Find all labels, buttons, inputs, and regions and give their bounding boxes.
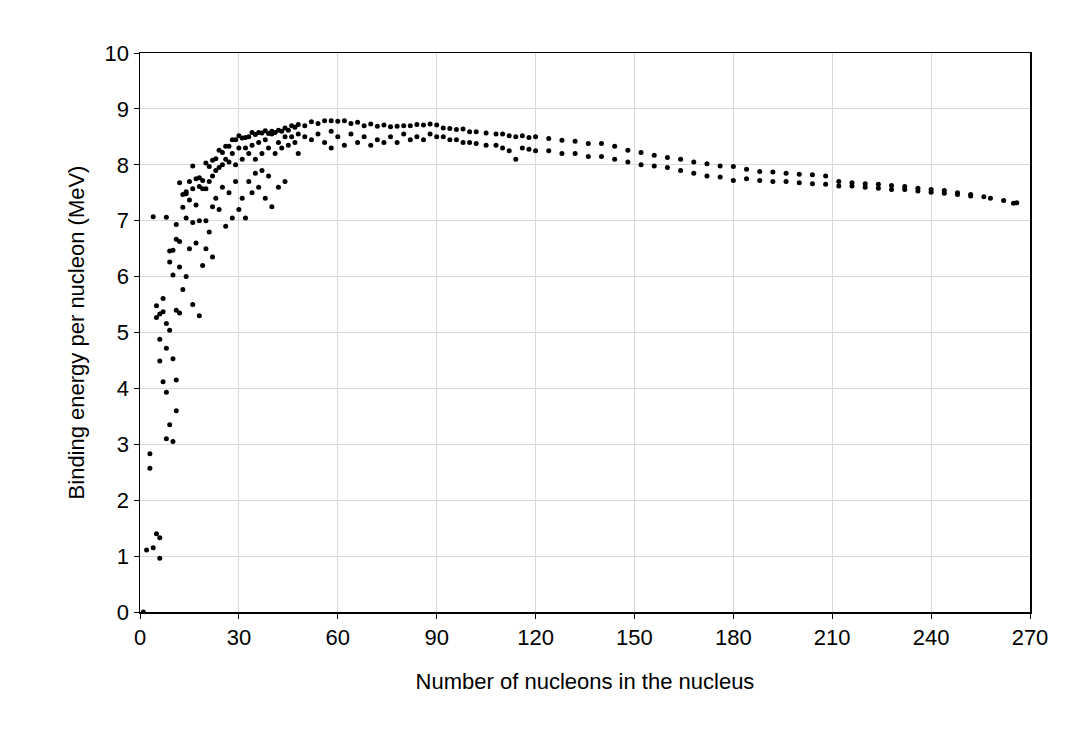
svg-text:0: 0 bbox=[134, 625, 146, 650]
svg-text:10: 10 bbox=[105, 41, 129, 66]
svg-text:180: 180 bbox=[715, 625, 752, 650]
svg-text:210: 210 bbox=[814, 625, 851, 650]
svg-text:30: 30 bbox=[227, 625, 251, 650]
svg-text:4: 4 bbox=[117, 376, 129, 401]
svg-text:3: 3 bbox=[117, 432, 129, 457]
svg-text:Binding energy per nucleon (Me: Binding energy per nucleon (MeV) bbox=[64, 166, 89, 500]
svg-text:90: 90 bbox=[424, 625, 448, 650]
svg-text:1: 1 bbox=[117, 544, 129, 569]
svg-text:6: 6 bbox=[117, 264, 129, 289]
svg-text:7: 7 bbox=[117, 208, 129, 233]
svg-text:Number of nucleons in the nucl: Number of nucleons in the nucleus bbox=[416, 669, 755, 694]
svg-text:240: 240 bbox=[913, 625, 950, 650]
svg-text:270: 270 bbox=[1012, 625, 1049, 650]
svg-text:120: 120 bbox=[517, 625, 554, 650]
svg-text:150: 150 bbox=[616, 625, 653, 650]
svg-text:8: 8 bbox=[117, 153, 129, 178]
svg-text:2: 2 bbox=[117, 488, 129, 513]
svg-text:9: 9 bbox=[117, 97, 129, 122]
svg-text:60: 60 bbox=[326, 625, 350, 650]
svg-text:0: 0 bbox=[117, 600, 129, 625]
svg-text:5: 5 bbox=[117, 320, 129, 345]
